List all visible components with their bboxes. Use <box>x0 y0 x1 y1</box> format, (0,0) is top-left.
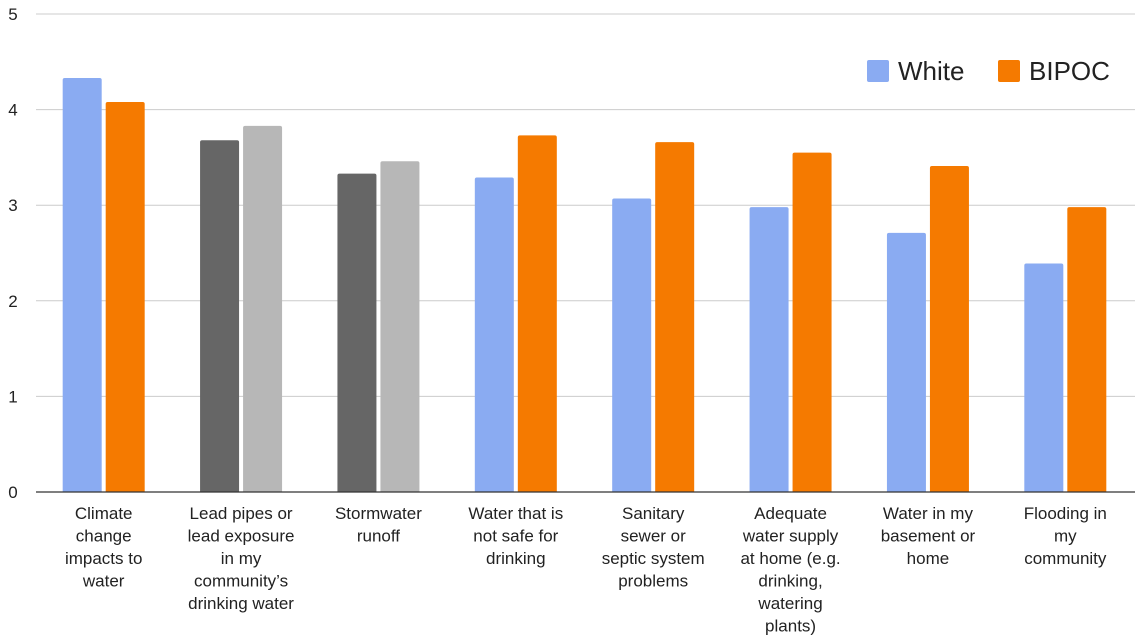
x-tick-label: not safe for <box>473 527 558 546</box>
x-tick-label: water <box>82 572 125 591</box>
x-tick-label: drinking water <box>188 594 294 613</box>
x-tick-label: runoff <box>357 527 400 546</box>
x-tick-label: impacts to <box>65 549 142 568</box>
x-tick-label: at home (e.g. <box>740 549 840 568</box>
x-tick-label: in my <box>221 549 262 568</box>
x-tick-label: drinking <box>486 549 546 568</box>
y-tick-label: 5 <box>8 5 17 24</box>
bar-white-6 <box>886 232 926 492</box>
legend-label-bipoc: BIPOC <box>1029 56 1110 86</box>
legend: White BIPOC <box>867 56 1110 86</box>
bar-white-1 <box>200 140 240 492</box>
x-tick-label: septic system <box>602 549 705 568</box>
y-tick-label: 1 <box>8 387 17 406</box>
x-tick-label: change <box>76 527 132 546</box>
x-tick-label: Sanitary <box>622 504 685 523</box>
bar-white-7 <box>1024 263 1064 492</box>
x-tick-label: water supply <box>742 527 839 546</box>
bar-white-5 <box>749 207 789 492</box>
x-tick-label: community’s <box>194 572 288 591</box>
x-tick-label: lead exposure <box>188 527 295 546</box>
x-tick-label: Adequate <box>754 504 827 523</box>
bar-bipoc-6 <box>929 166 969 492</box>
x-tick-label: Lead pipes or <box>190 504 293 523</box>
x-tick-label: plants) <box>765 617 816 636</box>
bar-bipoc-5 <box>792 152 832 492</box>
bar-bipoc-4 <box>655 142 695 492</box>
bar-bipoc-2 <box>380 161 420 492</box>
x-tick-label: home <box>907 549 950 568</box>
y-tick-label: 3 <box>8 196 17 215</box>
bar-white-0 <box>62 78 102 492</box>
x-tick-label: Water in my <box>883 504 974 523</box>
x-tick-label: Climate <box>75 504 133 523</box>
x-tick-label: sewer or <box>621 527 687 546</box>
y-axis-ticks: 0 1 2 3 4 5 <box>8 5 17 502</box>
bar-white-4 <box>612 198 652 492</box>
legend-swatch-white <box>867 60 889 82</box>
y-tick-label: 2 <box>8 292 17 311</box>
x-tick-label: watering <box>757 594 822 613</box>
x-tick-label: community <box>1024 549 1107 568</box>
x-tick-label: problems <box>618 572 688 591</box>
y-tick-label: 4 <box>8 101 17 120</box>
x-axis-labels: Climate change impacts to water Lead pipes o… <box>65 504 1107 636</box>
legend-label-white: White <box>898 56 964 86</box>
bar-bipoc-1 <box>243 125 283 493</box>
legend-swatch-bipoc <box>998 60 1020 82</box>
x-tick-label: Flooding in <box>1024 504 1107 523</box>
x-tick-label: Water that is <box>468 504 563 523</box>
x-tick-label: basement or <box>881 527 976 546</box>
y-tick-label: 0 <box>8 483 17 502</box>
x-tick-label: Stormwater <box>335 504 422 523</box>
bar-bipoc-7 <box>1067 207 1107 492</box>
x-tick-label: drinking, <box>758 572 822 591</box>
bar-bipoc-0 <box>105 101 145 493</box>
bars <box>62 78 1107 493</box>
bar-bipoc-3 <box>517 135 557 493</box>
bar-white-2 <box>337 173 377 493</box>
bar-white-3 <box>474 177 514 492</box>
x-tick-label: my <box>1054 527 1077 546</box>
